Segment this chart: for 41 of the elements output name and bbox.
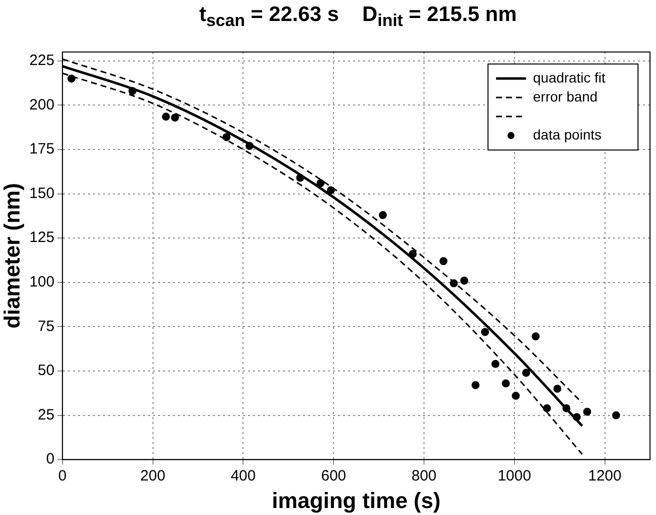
- legend-label: error band: [533, 88, 598, 104]
- point: [472, 381, 480, 390]
- point: [460, 276, 468, 285]
- x-tick-label: 800: [411, 468, 437, 485]
- point: [67, 74, 76, 83]
- y-tick-label: 75: [38, 318, 54, 335]
- legend-label: quadratic fit: [533, 69, 606, 86]
- y-tick-label: 100: [29, 274, 54, 291]
- y-tick-label: 225: [29, 52, 54, 69]
- y-tick-label: 125: [29, 229, 54, 246]
- point: [439, 257, 448, 266]
- x-axis-title: imaging time (s): [272, 488, 441, 513]
- x-tick-label: 400: [230, 468, 256, 485]
- y-axis-title: diameter (nm): [0, 183, 24, 329]
- point: [502, 379, 510, 388]
- y-tick-label: 150: [29, 184, 54, 202]
- y-tick-label: 200: [29, 96, 54, 114]
- point: [542, 404, 551, 412]
- x-tick-label: 200: [140, 468, 166, 485]
- y-tick-label: 175: [29, 140, 54, 158]
- y-tick-label: 25: [38, 406, 54, 424]
- y-tick-label: 50: [38, 362, 54, 380]
- point: [481, 328, 490, 336]
- x-tick-label: 1000: [498, 468, 532, 485]
- point: [162, 112, 170, 121]
- legend-label: data points: [533, 126, 602, 142]
- point: [222, 133, 230, 142]
- point: [612, 411, 620, 420]
- x-tick-label: 600: [321, 468, 346, 485]
- y-tick-label: 0: [46, 450, 54, 468]
- chart-title: t$_{scan}$ = 22.63 s D$_{init}$ = 215.5 nm: [198, 2, 518, 32]
- point: [532, 332, 540, 340]
- point: [512, 392, 520, 400]
- point: [553, 384, 562, 393]
- point: [583, 408, 592, 416]
- point: [378, 211, 387, 220]
- point: [170, 114, 179, 122]
- point: [522, 368, 530, 377]
- x-tick-label: 1200: [588, 468, 622, 485]
- point: [491, 360, 500, 368]
- x-tick-label: 0: [58, 468, 67, 485]
